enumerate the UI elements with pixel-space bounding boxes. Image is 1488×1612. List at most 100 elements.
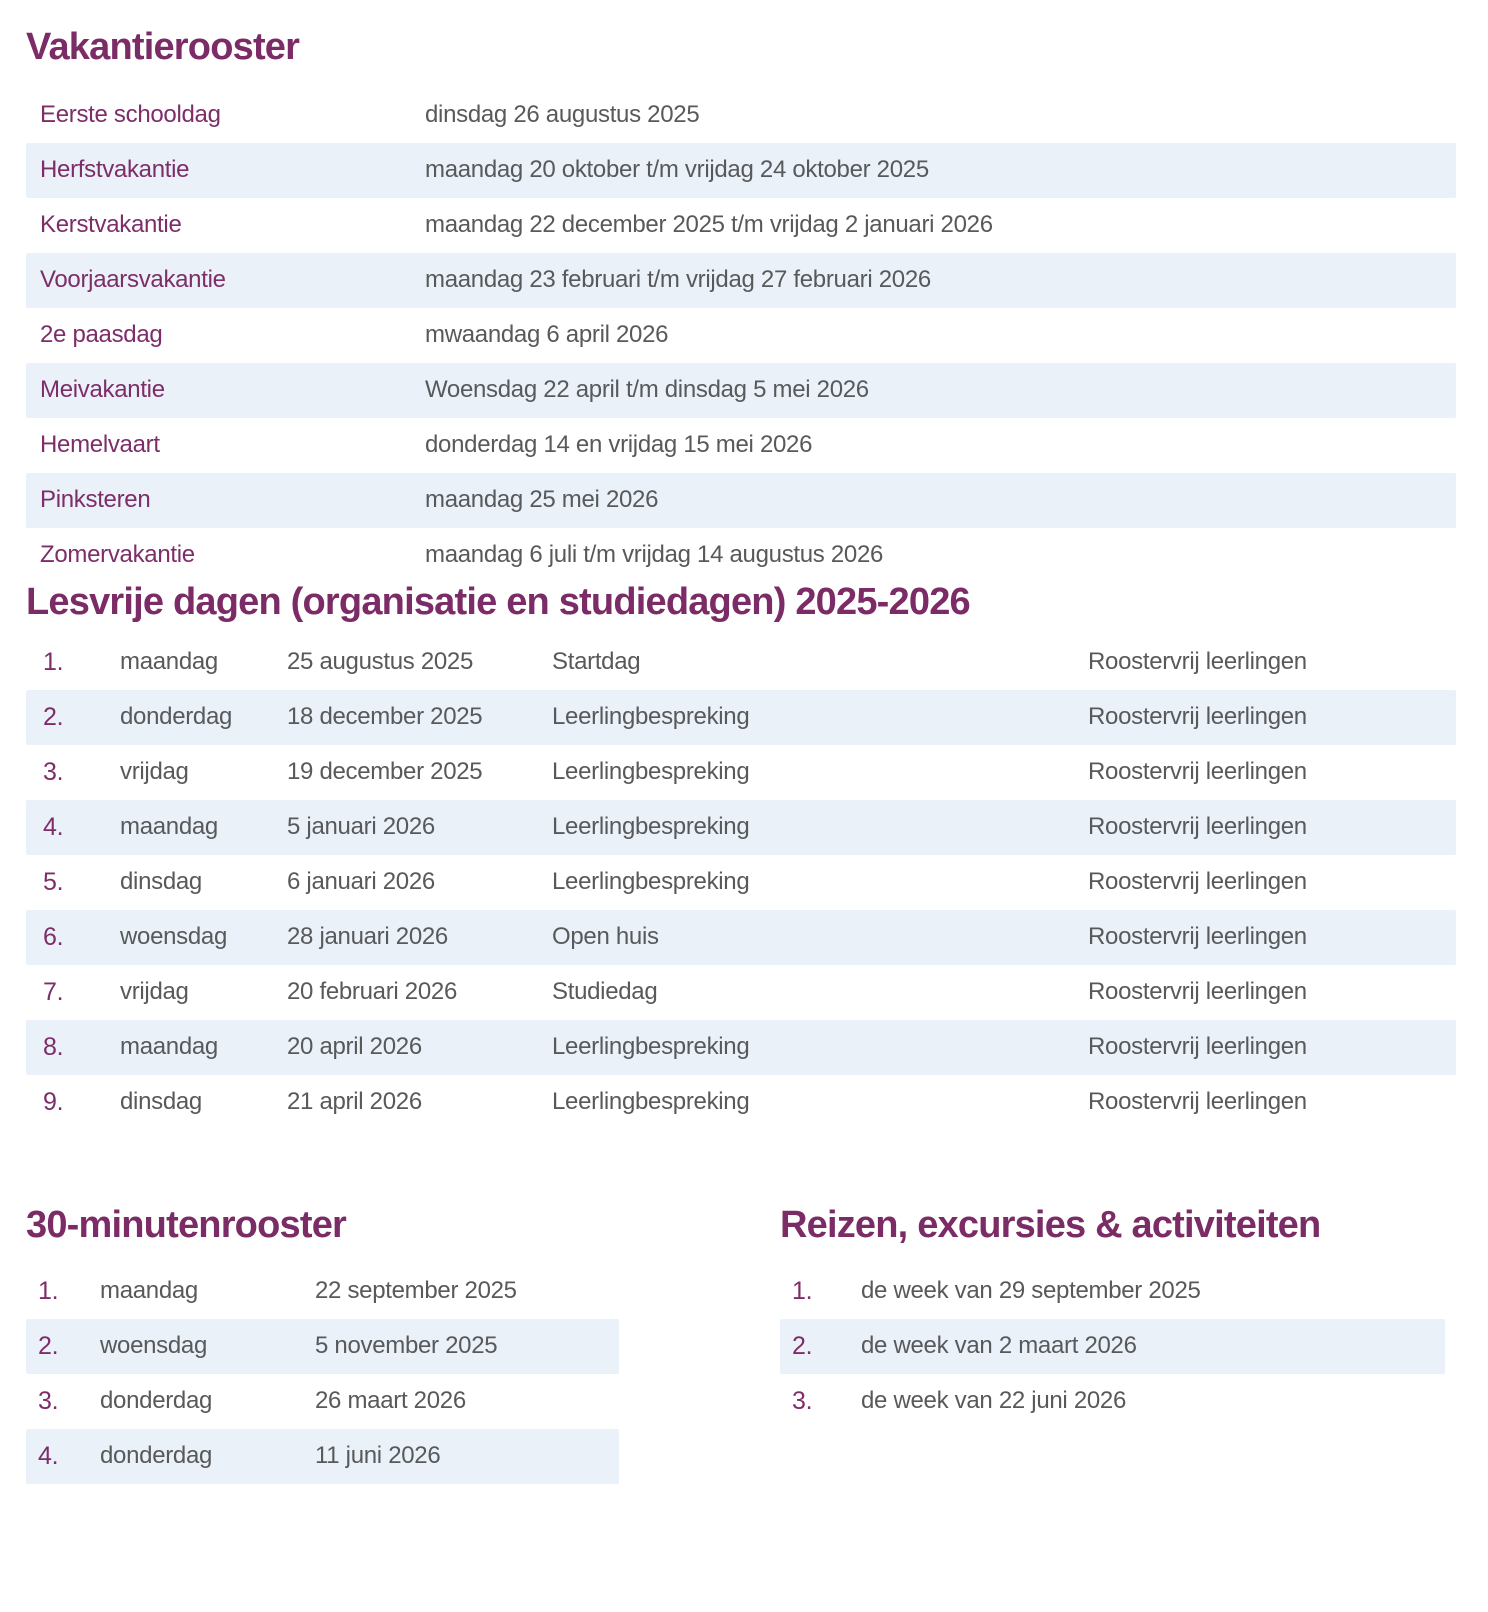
- vakantierooster-title: Vakantierooster: [26, 26, 300, 68]
- row-date: 28 januari 2026: [287, 924, 448, 951]
- row-description: Leerlingbespreking: [552, 869, 750, 896]
- vacation-row: 2e paasdag mwaandag 6 april 2026: [26, 308, 1456, 363]
- lesvrije-dag-row: 7. vrijdag 20 februari 2026 Studiedag Ro…: [26, 965, 1456, 1020]
- row-number: 1.: [38, 1277, 59, 1305]
- row-week: de week van 22 juni 2026: [861, 1388, 1127, 1415]
- row-week: de week van 2 maart 2026: [861, 1333, 1137, 1360]
- row-description: Leerlingbespreking: [552, 759, 750, 786]
- row-number: 1.: [792, 1277, 813, 1305]
- row-number: 5.: [43, 868, 64, 896]
- row-status: Roostervrij leerlingen: [1088, 759, 1307, 786]
- vacation-dates: maandag 20 oktober t/m vrijdag 24 oktobe…: [425, 157, 929, 184]
- vacation-label: Pinksteren: [40, 487, 151, 514]
- row-description: Leerlingbespreking: [552, 814, 750, 841]
- row-date: 5 januari 2026: [287, 814, 435, 841]
- schedule-page: Vakantierooster Eerste schooldag dinsdag…: [26, 28, 1460, 1484]
- section-lesvrije-dagen: Lesvrije dagen (organisatie en studiedag…: [26, 583, 1460, 1130]
- vacation-dates: donderdag 14 en vrijdag 15 mei 2026: [425, 432, 813, 459]
- vacation-row: Kerstvakantie maandag 22 december 2025 t…: [26, 198, 1456, 253]
- section-reizen-excursies: Reizen, excursies & activiteiten 1. de w…: [780, 1206, 1445, 1429]
- row-date: 21 april 2026: [287, 1089, 422, 1116]
- row-description: Startdag: [552, 649, 641, 676]
- row-number: 3.: [43, 758, 64, 786]
- lesvrije-dagen-title: Lesvrije dagen (organisatie en studiedag…: [26, 581, 971, 623]
- row-day: maandag: [100, 1278, 198, 1305]
- row-status: Roostervrij leerlingen: [1088, 979, 1307, 1006]
- row-day: dinsdag: [120, 869, 202, 896]
- row-status: Roostervrij leerlingen: [1088, 869, 1307, 896]
- lesvrije-dag-row: 1. maandag 25 augustus 2025 Startdag Roo…: [26, 635, 1456, 690]
- row-day: donderdag: [100, 1443, 213, 1470]
- vacation-label: Voorjaarsvakantie: [40, 267, 226, 294]
- row-date: 26 maart 2026: [315, 1388, 466, 1415]
- row-number: 1.: [43, 648, 64, 676]
- vacation-label: 2e paasdag: [40, 322, 163, 349]
- lesvrije-dag-row: 6. woensdag 28 januari 2026 Open huis Ro…: [26, 910, 1456, 965]
- row-description: Open huis: [552, 924, 659, 951]
- minutenrooster-table: 1. maandag 22 september 2025 2. woensdag…: [26, 1264, 619, 1484]
- row-date: 5 november 2025: [315, 1333, 498, 1360]
- row-day: vrijdag: [120, 979, 189, 1006]
- row-day: dinsdag: [120, 1089, 202, 1116]
- vacation-dates: dinsdag 26 augustus 2025: [425, 102, 700, 129]
- row-day: vrijdag: [120, 759, 189, 786]
- row-description: Leerlingbespreking: [552, 1034, 750, 1061]
- vacation-dates: maandag 22 december 2025 t/m vrijdag 2 j…: [425, 212, 993, 239]
- vacation-dates: maandag 6 juli t/m vrijdag 14 augustus 2…: [425, 542, 884, 569]
- row-status: Roostervrij leerlingen: [1088, 704, 1307, 731]
- row-day: woensdag: [120, 924, 228, 951]
- reizen-row: 1. de week van 29 september 2025: [780, 1264, 1445, 1319]
- row-day: maandag: [120, 649, 218, 676]
- row-description: Leerlingbespreking: [552, 704, 750, 731]
- vacation-row: Hemelvaart donderdag 14 en vrijdag 15 me…: [26, 418, 1456, 473]
- row-number: 3.: [792, 1387, 813, 1415]
- row-date: 19 december 2025: [287, 759, 483, 786]
- vacation-dates: Woensdag 22 april t/m dinsdag 5 mei 2026: [425, 377, 869, 404]
- vacation-dates: maandag 23 februari t/m vrijdag 27 febru…: [425, 267, 931, 294]
- row-number: 9.: [43, 1088, 64, 1116]
- row-description: Leerlingbespreking: [552, 1089, 750, 1116]
- vacation-row: Zomervakantie maandag 6 juli t/m vrijdag…: [26, 528, 1456, 583]
- reizen-table: 1. de week van 29 september 2025 2. de w…: [780, 1264, 1445, 1429]
- reizen-row: 3. de week van 22 juni 2026: [780, 1374, 1445, 1429]
- vacation-label: Kerstvakantie: [40, 212, 182, 239]
- lesvrije-dag-row: 8. maandag 20 april 2026 Leerlingbesprek…: [26, 1020, 1456, 1075]
- vacation-row: Voorjaarsvakantie maandag 23 februari t/…: [26, 253, 1456, 308]
- minutenrooster-title: 30-minutenrooster: [26, 1204, 347, 1246]
- vacation-row: Herfstvakantie maandag 20 oktober t/m vr…: [26, 143, 1456, 198]
- row-week: de week van 29 september 2025: [861, 1278, 1201, 1305]
- lesvrije-dag-row: 4. maandag 5 januari 2026 Leerlingbespre…: [26, 800, 1456, 855]
- minutenrooster-row: 3. donderdag 26 maart 2026: [26, 1374, 619, 1429]
- row-status: Roostervrij leerlingen: [1088, 814, 1307, 841]
- row-date: 18 december 2025: [287, 704, 483, 731]
- section-30-minutenrooster: 30-minutenrooster 1. maandag 22 septembe…: [26, 1206, 619, 1484]
- row-date: 25 augustus 2025: [287, 649, 474, 676]
- bottom-columns: 30-minutenrooster 1. maandag 22 septembe…: [26, 1206, 1460, 1484]
- vacation-row: Pinksteren maandag 25 mei 2026: [26, 473, 1456, 528]
- row-date: 20 april 2026: [287, 1034, 422, 1061]
- reizen-title: Reizen, excursies & activiteiten: [780, 1204, 1321, 1246]
- reizen-row: 2. de week van 2 maart 2026: [780, 1319, 1445, 1374]
- minutenrooster-row: 4. donderdag 11 juni 2026: [26, 1429, 619, 1484]
- vacation-label: Meivakantie: [40, 377, 165, 404]
- vacation-row: Meivakantie Woensdag 22 april t/m dinsda…: [26, 363, 1456, 418]
- section-vakantierooster: Vakantierooster Eerste schooldag dinsdag…: [26, 28, 1460, 583]
- row-status: Roostervrij leerlingen: [1088, 649, 1307, 676]
- row-number: 6.: [43, 923, 64, 951]
- vacation-row: Eerste schooldag dinsdag 26 augustus 202…: [26, 88, 1456, 143]
- minutenrooster-row: 2. woensdag 5 november 2025: [26, 1319, 619, 1374]
- row-day: woensdag: [100, 1333, 208, 1360]
- row-day: maandag: [120, 1034, 218, 1061]
- row-day: donderdag: [100, 1388, 213, 1415]
- lesvrije-dag-row: 2. donderdag 18 december 2025 Leerlingbe…: [26, 690, 1456, 745]
- lesvrije-dagen-table: 1. maandag 25 augustus 2025 Startdag Roo…: [26, 635, 1456, 1130]
- minutenrooster-row: 1. maandag 22 september 2025: [26, 1264, 619, 1319]
- row-day: maandag: [120, 814, 218, 841]
- row-description: Studiedag: [552, 979, 658, 1006]
- row-status: Roostervrij leerlingen: [1088, 1034, 1307, 1061]
- row-number: 7.: [43, 978, 64, 1006]
- lesvrije-dag-row: 9. dinsdag 21 april 2026 Leerlingbesprek…: [26, 1075, 1456, 1130]
- vacation-label: Hemelvaart: [40, 432, 160, 459]
- vakantierooster-table: Eerste schooldag dinsdag 26 augustus 202…: [26, 88, 1456, 583]
- lesvrije-dag-row: 3. vrijdag 19 december 2025 Leerlingbesp…: [26, 745, 1456, 800]
